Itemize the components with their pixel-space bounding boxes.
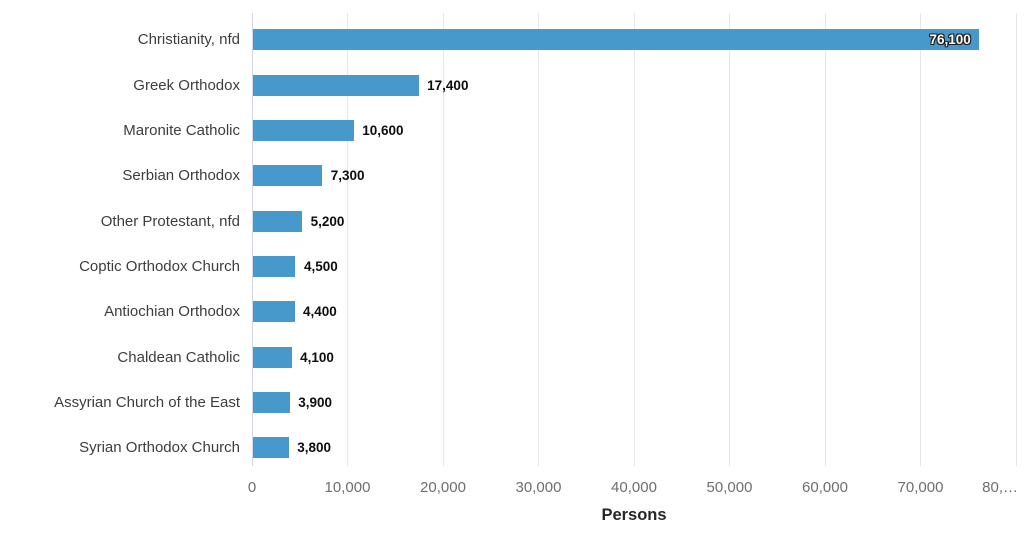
bar-value-label: 3,800 [297,440,332,456]
bar [252,119,354,141]
x-axis-title: Persons [601,506,667,524]
bar-value-label: 3,900 [298,394,333,410]
category-label: Serbian Orthodox [122,167,240,185]
bar [252,165,323,187]
x-tick-label: 50,000 [706,479,753,496]
bar-value-label: 76,100 [929,32,971,48]
gridline [347,13,348,466]
bar [252,210,303,232]
gridline [633,13,635,466]
gridline [538,13,539,466]
category-label: Other Protestant, nfd [100,212,240,230]
gridline [1015,13,1017,466]
category-label: Assyrian Church of the East [54,393,240,411]
gridline [729,13,730,466]
bar [252,255,296,277]
bar-value-label: 4,400 [303,304,337,320]
category-label: Maronite Catholic [123,121,240,139]
category-label: Coptic Orthodox Church [79,257,240,275]
x-tick-label: 20,000 [420,479,466,496]
bar-value-label: 4,500 [303,258,338,274]
bar [252,301,295,323]
x-tick-label: 70,000 [897,479,944,496]
bar-value-label: 4,100 [300,349,334,365]
x-tick-label: 80,… [982,479,1018,496]
bar-value-label: 5,200 [310,213,345,229]
category-label: Greek Orthodox [133,76,240,94]
bar [252,74,419,96]
gridline [920,13,921,466]
category-label: Chaldean Catholic [117,348,240,366]
category-label: Syrian Orthodox Church [79,439,240,457]
gridline [824,13,826,466]
x-tick-label: 40,000 [611,479,657,496]
bar [252,391,290,413]
x-tick-label: 0 [247,479,257,496]
category-label: Antiochian Orthodox [104,303,240,321]
category-label: Christianity, nfd [137,31,240,49]
bar-value-label: 17,400 [427,77,469,93]
bar-value-label: 10,600 [362,122,404,138]
x-tick-label: 30,000 [515,479,562,496]
gridline [442,13,444,466]
bar [252,437,289,459]
bar [252,346,292,368]
x-tick-label: 60,000 [802,479,848,496]
x-tick-label: 10,000 [324,479,371,496]
y-axis-line [251,13,253,466]
bar [252,29,980,51]
bar-value-label: 7,300 [330,168,365,184]
